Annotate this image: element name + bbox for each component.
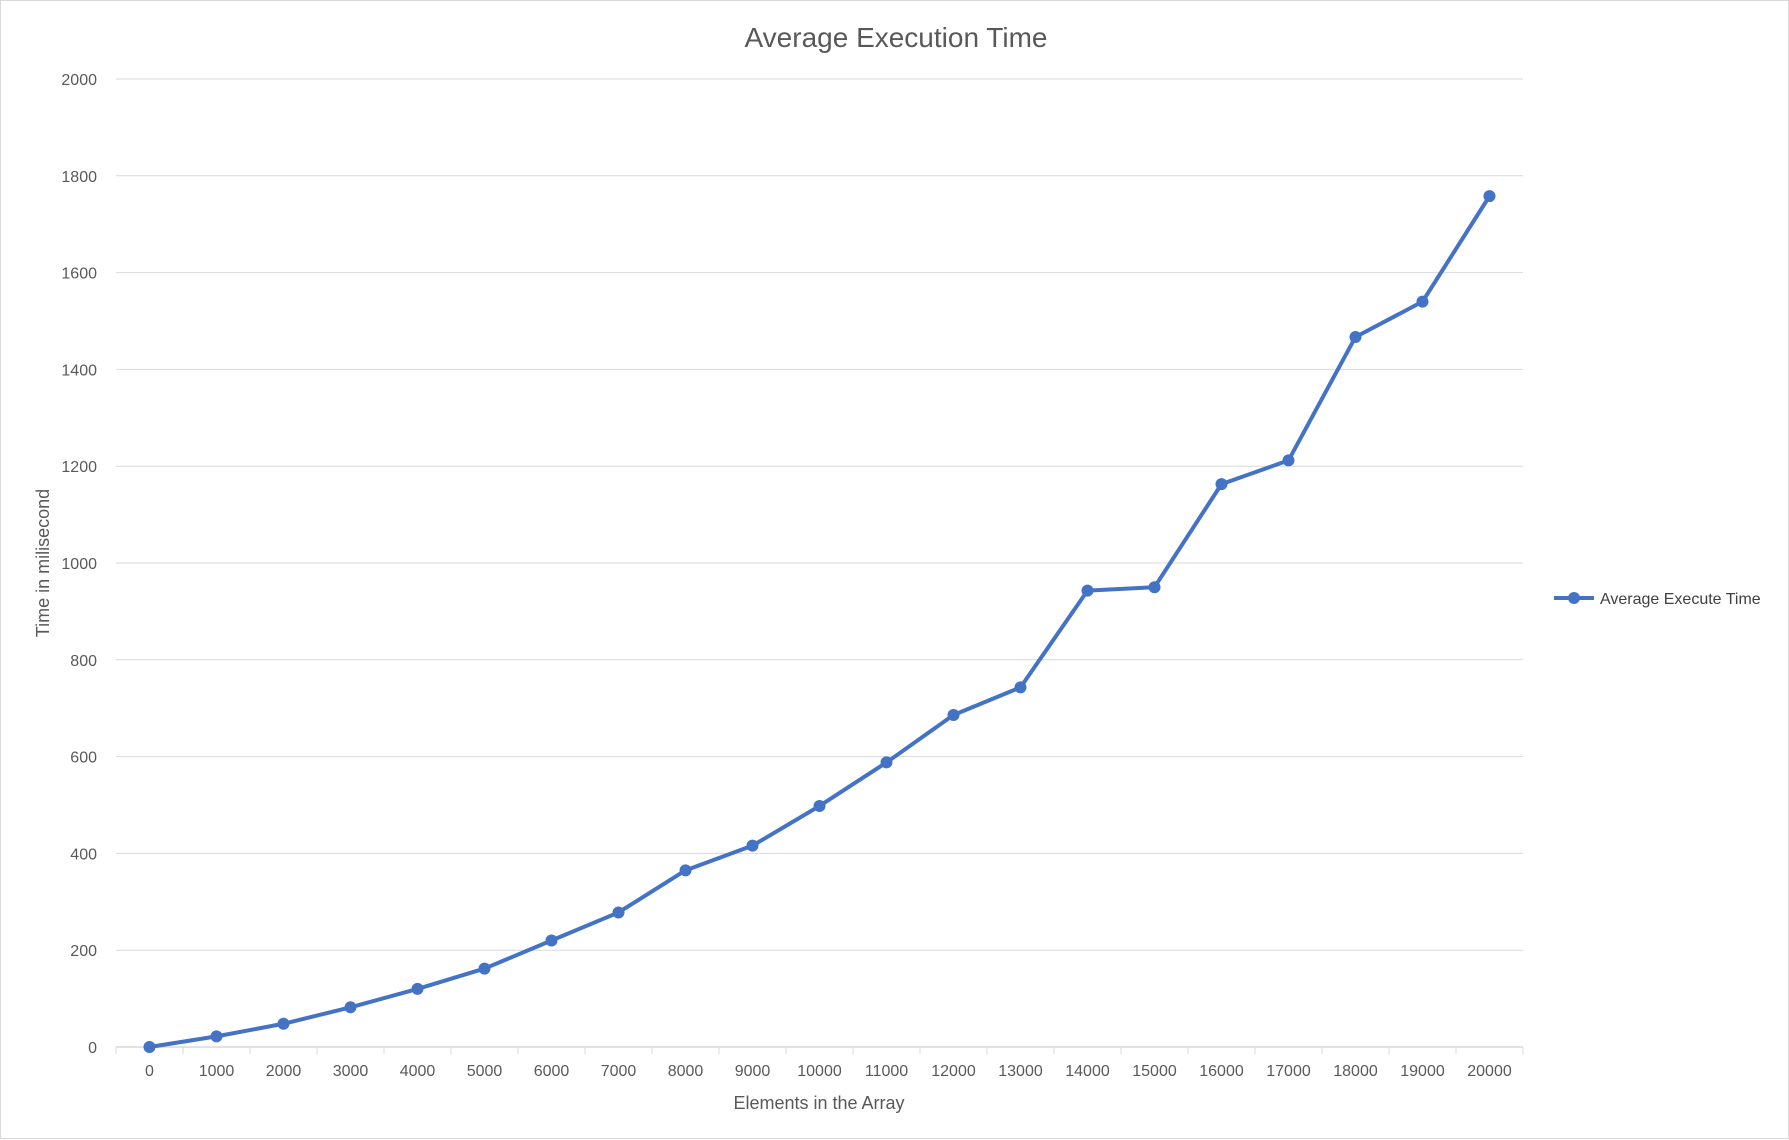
y-tick-label: 1600	[61, 266, 97, 283]
x-tick-label: 9000	[735, 1063, 771, 1080]
x-tick-label: 13000	[998, 1063, 1043, 1080]
data-point	[210, 1030, 223, 1043]
data-point	[1215, 478, 1228, 491]
y-tick-label: 400	[70, 846, 97, 863]
y-axis-title: Time in milisecond	[33, 489, 53, 637]
gridlines	[116, 78, 1523, 951]
chart-title: Average Execution Time	[745, 22, 1048, 53]
y-axis-ticks: 0 200 400 600 800 1000 1200 1400 1600 1800 2000	[61, 72, 97, 1057]
x-tick-label: 2000	[266, 1063, 302, 1080]
data-point	[746, 839, 759, 852]
y-tick-label: 1800	[61, 169, 97, 186]
data-point	[1416, 295, 1429, 308]
series-line	[147, 194, 1492, 1049]
y-tick-label: 2000	[61, 72, 97, 89]
legend-label: Average Execute Time	[1600, 591, 1761, 608]
x-tick-label: 3000	[333, 1063, 369, 1080]
x-tick-label: 10000	[797, 1063, 842, 1080]
x-tick-label: 18000	[1333, 1063, 1378, 1080]
y-tick-label: 1000	[61, 556, 97, 573]
x-tick-label: 14000	[1065, 1063, 1110, 1080]
data-point	[612, 906, 625, 919]
y-tick-label: 1400	[61, 362, 97, 379]
x-tick-label: 4000	[400, 1063, 436, 1080]
data-point	[1148, 581, 1161, 594]
y-tick-label: 1200	[61, 459, 97, 476]
x-tick-label: 17000	[1266, 1063, 1311, 1080]
data-point	[1282, 454, 1295, 467]
data-point	[1483, 190, 1496, 203]
x-tick-label: 19000	[1400, 1063, 1445, 1080]
data-point	[679, 864, 692, 877]
data-point	[1081, 584, 1094, 597]
data-point	[880, 756, 893, 769]
x-tick-label: 20000	[1467, 1063, 1512, 1080]
x-tick-label: 1000	[199, 1063, 235, 1080]
legend: Average Execute Time	[1554, 591, 1761, 608]
data-point	[545, 934, 558, 947]
x-tick-label: 8000	[668, 1063, 704, 1080]
data-point	[143, 1041, 156, 1053]
x-tick-label: 12000	[931, 1063, 976, 1080]
y-tick-label: 200	[70, 943, 97, 960]
data-point	[277, 1017, 290, 1030]
data-point	[947, 708, 960, 721]
x-tick-label: 5000	[467, 1063, 503, 1080]
y-tick-label: 0	[88, 1040, 97, 1057]
data-point	[813, 799, 826, 812]
data-point	[1014, 681, 1027, 694]
y-tick-label: 600	[70, 750, 97, 767]
x-axis-ticks: 0 1000 2000 3000 4000 5000 6000 7000 8000 9000 100…	[115, 1047, 1524, 1080]
data-point	[344, 1001, 357, 1014]
x-tick-label: 11000	[865, 1063, 908, 1080]
x-tick-label: 15000	[1132, 1063, 1177, 1080]
x-tick-label: 16000	[1199, 1063, 1244, 1080]
x-tick-label: 6000	[534, 1063, 570, 1080]
data-point	[411, 982, 424, 995]
legend-point-marker	[1568, 592, 1580, 604]
data-point	[1349, 330, 1362, 343]
data-point	[478, 962, 491, 975]
x-tick-label: 0	[145, 1063, 154, 1080]
series-group	[143, 190, 1496, 1053]
x-axis-title: Elements in the Array	[733, 1093, 904, 1113]
x-tick-label: 7000	[601, 1063, 637, 1080]
y-tick-label: 800	[70, 653, 97, 670]
